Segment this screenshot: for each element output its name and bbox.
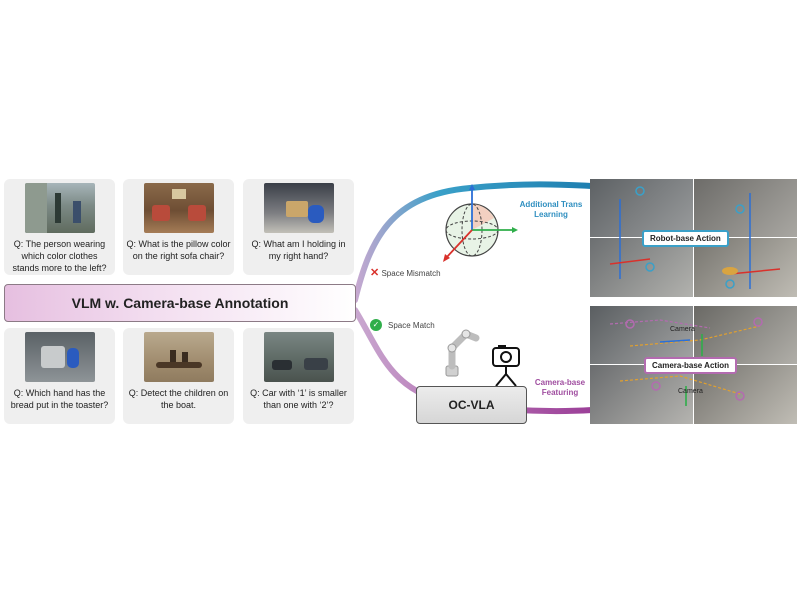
space-match-row: ✓ Space Match — [370, 319, 435, 331]
coordinate-frame-icon — [443, 184, 518, 262]
robot-base-scene-grid: Robot-base Action — [590, 179, 797, 297]
vlm-annotation-label: VLM w. Camera-base Annotation — [4, 284, 356, 322]
cross-icon: ✕ — [370, 267, 380, 279]
question-text: Q: The person wearing which color clothe… — [12, 239, 107, 273]
oc-vla-model-box: OC-VLA — [416, 386, 527, 424]
camera-base-action-label: Camera-base Action — [644, 357, 738, 374]
boat-photo — [144, 332, 214, 382]
question-card-1: Q: The person wearing which color clothe… — [4, 179, 115, 275]
toaster-photo — [25, 332, 95, 382]
question-text: Q: What is the pillow color on the right… — [126, 239, 231, 261]
question-card-2: Q: What is the pillow color on the right… — [123, 179, 234, 275]
question-card-5: Q: Detect the children on the boat. — [123, 328, 234, 424]
space-mismatch-label: Space Mismatch — [381, 269, 441, 278]
space-match-label: Space Match — [388, 320, 435, 330]
camera-base-scene-grid: Camera Camera-base Action Camera — [590, 306, 797, 424]
question-text: Q: Detect the children on the boat. — [128, 388, 229, 410]
space-mismatch-row: ✕ Space Mismatch — [370, 266, 441, 279]
camera-base-featuring-label: Camera-base Featuring — [534, 378, 586, 397]
street-photo — [25, 183, 95, 233]
additional-trans-label: Additional Trans Learning — [519, 200, 583, 219]
camera-icon — [492, 345, 520, 387]
camera-tag-top: Camera — [670, 326, 695, 333]
living-room-photo — [144, 183, 214, 233]
question-card-3: Q: What am I holding in my right hand? — [243, 179, 354, 275]
question-text: Q: Which hand has the bread put in the t… — [10, 388, 109, 410]
camera-tag-bottom: Camera — [678, 388, 703, 395]
car-street-photo — [264, 332, 334, 382]
question-card-6: Q: Car with ‘1’ is smaller than one with… — [243, 328, 354, 424]
question-text: Q: What am I holding in my right hand? — [251, 239, 346, 261]
robot-arm-icon — [445, 329, 480, 377]
check-icon: ✓ — [370, 319, 382, 331]
robot-base-action-label: Robot-base Action — [642, 230, 729, 247]
kitchen-hands-photo — [264, 183, 334, 233]
question-text: Q: Car with ‘1’ is smaller than one with… — [250, 388, 347, 410]
top-arc — [352, 181, 595, 303]
question-card-4: Q: Which hand has the bread put in the t… — [4, 328, 115, 424]
